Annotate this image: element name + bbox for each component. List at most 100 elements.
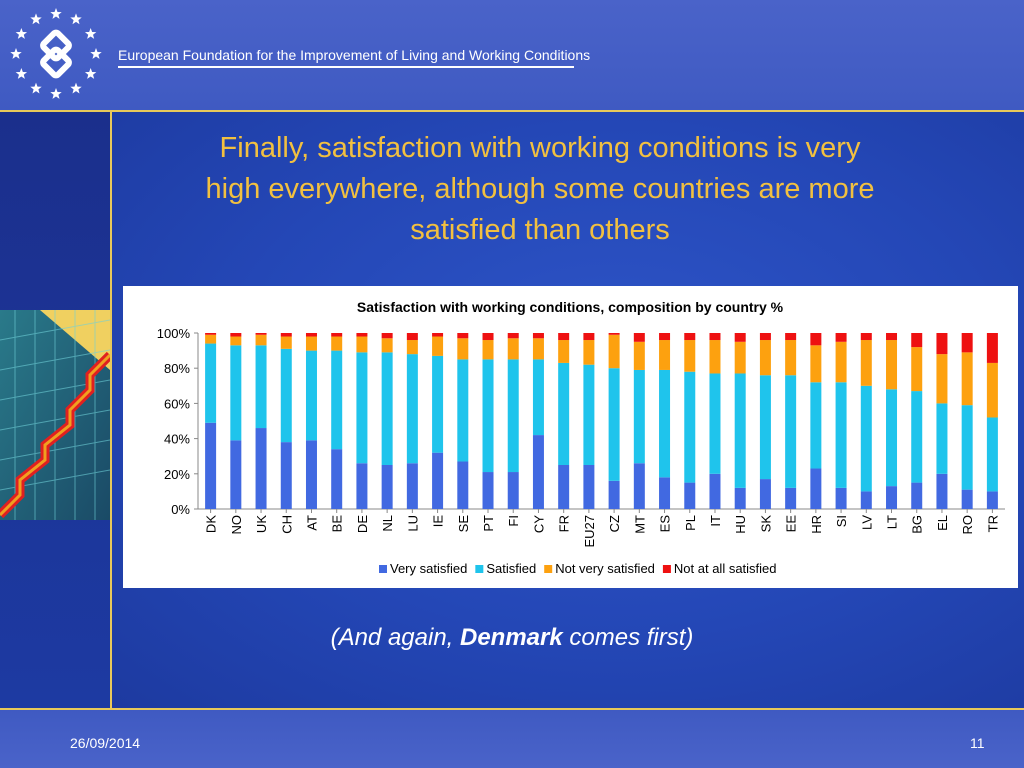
bar-segment bbox=[305, 336, 317, 351]
bar-segment bbox=[810, 382, 822, 469]
bar-segment bbox=[305, 333, 317, 337]
subtitle-post: comes first) bbox=[562, 624, 694, 651]
bar-segment bbox=[759, 479, 771, 509]
bar-segment bbox=[608, 333, 620, 335]
bar-segment bbox=[230, 440, 242, 509]
bar-segment bbox=[810, 345, 822, 383]
x-tick-label: DE bbox=[355, 515, 370, 533]
bar-segment bbox=[457, 333, 469, 339]
bar-segment bbox=[936, 403, 948, 474]
bar-segment bbox=[936, 354, 948, 404]
bar-segment bbox=[986, 362, 998, 418]
x-tick-label: FR bbox=[557, 515, 572, 532]
bar-segment bbox=[961, 352, 973, 406]
x-tick-label: BG bbox=[910, 515, 925, 534]
legend-swatch bbox=[379, 565, 387, 573]
bar-segment bbox=[785, 487, 797, 509]
bar-segment bbox=[331, 336, 343, 351]
bar-segment bbox=[331, 350, 343, 450]
bar-segment bbox=[734, 341, 746, 374]
bar-segment bbox=[911, 347, 923, 392]
bar-segment bbox=[280, 442, 292, 509]
x-tick-label: FI bbox=[506, 515, 521, 527]
y-tick-label: 80% bbox=[164, 361, 190, 376]
star-icon bbox=[15, 68, 28, 79]
bar-segment bbox=[986, 491, 998, 509]
title-line-2: high everywhere, although some countries… bbox=[205, 173, 875, 205]
bar-segment bbox=[911, 333, 923, 348]
bar-segment bbox=[507, 472, 519, 509]
title-line-3: satisfied than others bbox=[410, 214, 670, 246]
bar-segment bbox=[659, 477, 671, 509]
bar-segment bbox=[205, 334, 217, 344]
bar-segment bbox=[835, 341, 847, 383]
x-tick-label: EL bbox=[935, 515, 950, 531]
bar-segment bbox=[280, 348, 292, 443]
x-tick-label: CY bbox=[531, 515, 546, 533]
bar-segment bbox=[230, 333, 242, 337]
bar-segment bbox=[835, 487, 847, 509]
bar-segment bbox=[759, 375, 771, 480]
x-tick-label: TR bbox=[985, 515, 1000, 532]
bar-segment bbox=[205, 343, 217, 423]
x-tick-label: CZ bbox=[607, 515, 622, 532]
x-tick-label: NL bbox=[380, 515, 395, 532]
bar-segment bbox=[255, 333, 267, 335]
bar-segment bbox=[734, 373, 746, 488]
bar-segment bbox=[709, 333, 721, 341]
bar-segment bbox=[860, 385, 872, 492]
chart-panel: Satisfaction with working conditions, co… bbox=[123, 286, 1018, 588]
bar-segment bbox=[507, 359, 519, 473]
x-tick-label: EE bbox=[784, 515, 799, 533]
bar-segment bbox=[810, 333, 822, 346]
legend-label: Very satisfied bbox=[390, 561, 467, 576]
chart-title: Satisfaction with working conditions, co… bbox=[357, 299, 784, 315]
bar-segment bbox=[734, 333, 746, 342]
bar-segment bbox=[911, 391, 923, 483]
bar-segment bbox=[608, 480, 620, 509]
bar-segment bbox=[356, 333, 368, 337]
bar-segment bbox=[583, 340, 595, 365]
star-icon bbox=[84, 28, 97, 39]
x-tick-label: AT bbox=[304, 515, 319, 531]
x-tick-label: UK bbox=[254, 515, 269, 533]
bar-segment bbox=[684, 333, 696, 341]
bar-segment bbox=[608, 334, 620, 369]
legend-swatch bbox=[475, 565, 484, 573]
bar-segment bbox=[558, 465, 570, 509]
x-tick-label: DK bbox=[204, 515, 219, 533]
x-tick-label: LV bbox=[859, 515, 874, 530]
bar-segment bbox=[558, 340, 570, 363]
bar-segment bbox=[230, 336, 242, 346]
bar-segment bbox=[860, 340, 872, 386]
legend-label: Not very satisfied bbox=[555, 561, 655, 576]
bar-segment bbox=[659, 340, 671, 370]
bar-segment bbox=[583, 333, 595, 341]
subtitle-pre: (And again, bbox=[330, 624, 460, 651]
bar-segment bbox=[406, 340, 418, 355]
bar-segment bbox=[305, 350, 317, 441]
bar-segment bbox=[633, 333, 645, 342]
footer-bar bbox=[0, 708, 1024, 768]
bar-segment bbox=[457, 461, 469, 509]
bar-segment bbox=[432, 452, 444, 509]
bar-segment bbox=[255, 345, 267, 429]
x-tick-label: EU27 bbox=[582, 515, 597, 548]
x-tick-label: PL bbox=[683, 515, 698, 531]
y-tick-label: 100% bbox=[157, 326, 191, 341]
bar-segment bbox=[709, 473, 721, 509]
eu-stars-logo-icon bbox=[10, 8, 102, 99]
x-tick-label: BE bbox=[330, 515, 345, 533]
bar-segment bbox=[886, 340, 898, 390]
bar-segment bbox=[482, 472, 494, 509]
bar-segment bbox=[911, 482, 923, 509]
bar-segment bbox=[986, 417, 998, 492]
x-tick-label: ES bbox=[658, 515, 673, 533]
x-tick-label: RO bbox=[960, 515, 975, 535]
bar-segment bbox=[356, 336, 368, 353]
bar-segment bbox=[886, 389, 898, 487]
bar-segment bbox=[659, 369, 671, 478]
bar-segment bbox=[734, 487, 746, 509]
bar-segment bbox=[961, 489, 973, 509]
bar-segment bbox=[482, 359, 494, 473]
